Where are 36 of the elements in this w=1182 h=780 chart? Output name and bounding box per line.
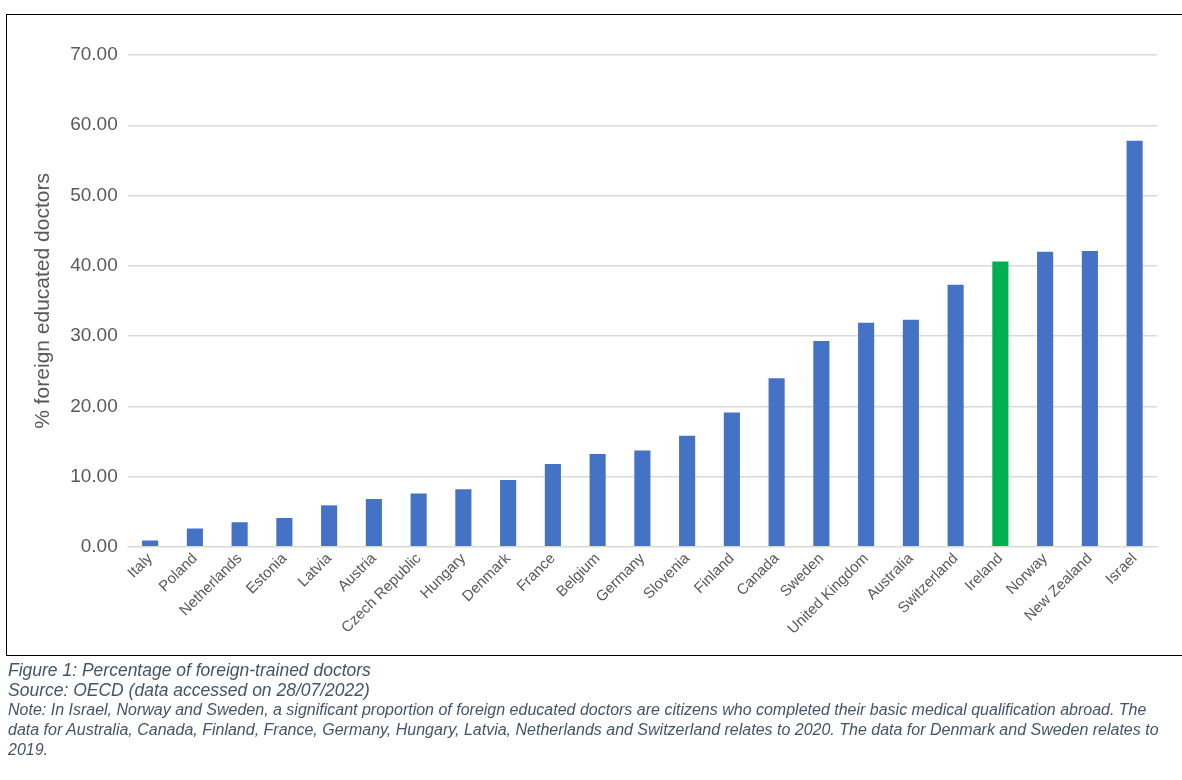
y-tick-label: 50.00 [70,183,118,205]
bar [500,480,517,547]
bar [410,493,427,547]
bar [589,454,606,547]
bar [142,540,159,547]
y-tick-label: 20.00 [70,394,118,416]
bar [1126,140,1143,547]
bar [992,261,1009,547]
bar [679,435,696,547]
bar [455,489,472,547]
bar [723,412,740,547]
bar [186,528,203,547]
y-tick-label: 60.00 [70,113,118,135]
bar [276,518,293,547]
text: Note: In Israel, Norway and Sweden, a significant proportion of foreign educated doctors are citizens who completed their basic medical qualification abroad. The data for Australia, Canada, Finland, France, Germany, Hungary, Latvia, Netherlands and Switzerland relates to 2020. The data for Denmark and Sweden relates to 2019. [8,700,1160,760]
bar [858,322,875,547]
bar [365,499,382,547]
bar [947,284,964,547]
y-tick-label: 10.00 [70,464,118,486]
bar [902,319,919,547]
bar [813,340,830,547]
bar [1081,251,1098,547]
y-tick-label: 70.00 [70,43,118,65]
source-note: Source: OECD (data accessed on 28/07/2022) [8,680,371,700]
bar [321,505,338,547]
bar [1037,251,1054,547]
bar [231,522,248,547]
y-tick-label: 40.00 [70,254,118,276]
y-axis-title: % foreign educated doctors [30,173,54,429]
y-tick-label: 30.00 [70,324,118,346]
bar [634,450,651,547]
bar [544,463,561,547]
x-tick-label: Italy [123,548,156,581]
y-tick-label: 0.00 [80,535,118,557]
caption: Figure 1: Percentage of foreign-trained doctors [8,660,372,680]
bar [768,378,785,547]
